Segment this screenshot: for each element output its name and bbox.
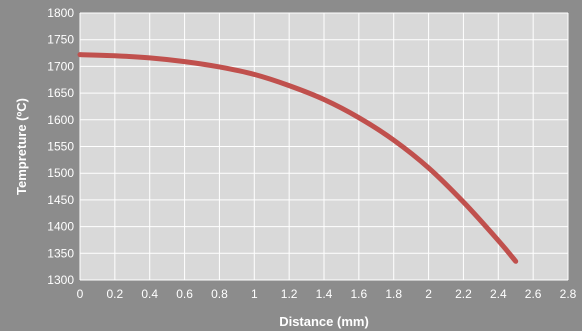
x-tick-label: 0.6 — [176, 287, 193, 301]
x-tick-label: 2.2 — [455, 287, 472, 301]
x-tick-label: 1.4 — [316, 287, 333, 301]
y-tick-label: 1700 — [47, 59, 74, 73]
y-tick-label: 1350 — [47, 246, 74, 260]
x-axis-ticks: 0 0.2 0.4 0.6 0.8 1 1.2 1.4 1.6 1.8 2 2.2 2.4 2.6 2.8 — [77, 287, 577, 301]
y-tick-label: 1500 — [47, 166, 74, 180]
y-tick-label: 1400 — [47, 220, 74, 234]
y-tick-label: 1600 — [47, 113, 74, 127]
grid-lines — [79, 12, 569, 281]
x-tick-label: 2.8 — [560, 287, 577, 301]
y-tick-label: 1800 — [47, 6, 74, 20]
y-tick-label: 1750 — [47, 33, 74, 47]
x-tick-label: 2 — [425, 287, 432, 301]
temperature-series-line — [77, 52, 519, 264]
y-tick-label: 1300 — [47, 273, 74, 287]
x-tick-label: 0.8 — [211, 287, 228, 301]
x-tick-label: 1 — [251, 287, 258, 301]
y-tick-label: 1650 — [47, 86, 74, 100]
x-tick-label: 2.6 — [525, 287, 542, 301]
y-tick-label: 1450 — [47, 193, 74, 207]
x-tick-label: 1.2 — [281, 287, 298, 301]
x-tick-label: 1.8 — [385, 287, 402, 301]
x-tick-label: 2.4 — [490, 287, 507, 301]
x-tick-label: 0.2 — [107, 287, 124, 301]
x-tick-label: 0.4 — [141, 287, 158, 301]
y-axis-title: Tempreture (ºC) — [14, 98, 29, 195]
x-tick-label: 1.6 — [351, 287, 368, 301]
y-axis-ticks: 1300 1350 1400 1450 1500 1550 1600 1650 1700 1750… — [47, 6, 74, 287]
x-tick-label: 0 — [77, 287, 84, 301]
y-tick-label: 1550 — [47, 140, 74, 154]
x-axis-title: Distance (mm) — [279, 314, 369, 329]
